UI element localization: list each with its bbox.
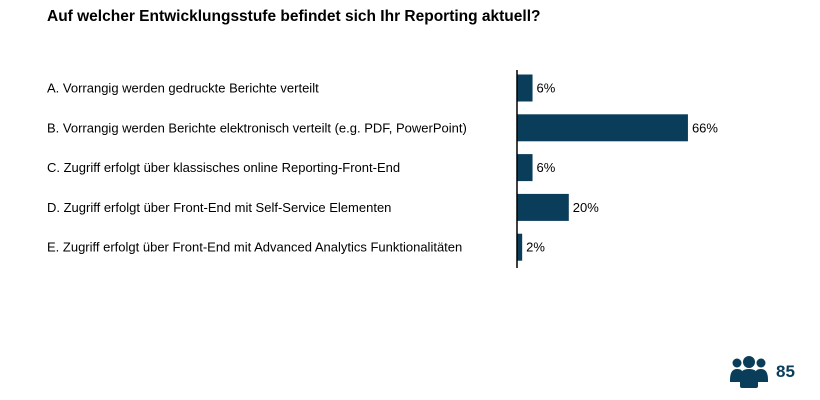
chart-title: Auf welcher Entwicklungsstufe befindet s… [47, 8, 541, 25]
value-label: 6% [537, 81, 556, 96]
bar [517, 114, 688, 142]
bar [517, 233, 523, 261]
value-label: 2% [526, 240, 545, 255]
category-label: C. Zugriff erfolgt über klassisches onli… [47, 160, 400, 175]
category-label: D. Zugriff erfolgt über Front-End mit Se… [47, 200, 391, 215]
category-label: E. Zugriff erfolgt über Front-End mit Ad… [47, 240, 462, 255]
bar [517, 74, 533, 102]
users-icon [730, 356, 768, 388]
category-label: B. Vorrangig werden Berichte elektronisc… [47, 120, 467, 135]
category-label: A. Vorrangig werden gedruckte Berichte v… [47, 81, 319, 96]
value-label: 66% [692, 120, 718, 135]
bar [517, 154, 533, 182]
respondent-count: 85 [730, 356, 795, 388]
respondent-count-value: 85 [776, 362, 795, 381]
value-label: 20% [573, 200, 599, 215]
bar [517, 193, 569, 221]
value-label: 6% [537, 160, 556, 175]
